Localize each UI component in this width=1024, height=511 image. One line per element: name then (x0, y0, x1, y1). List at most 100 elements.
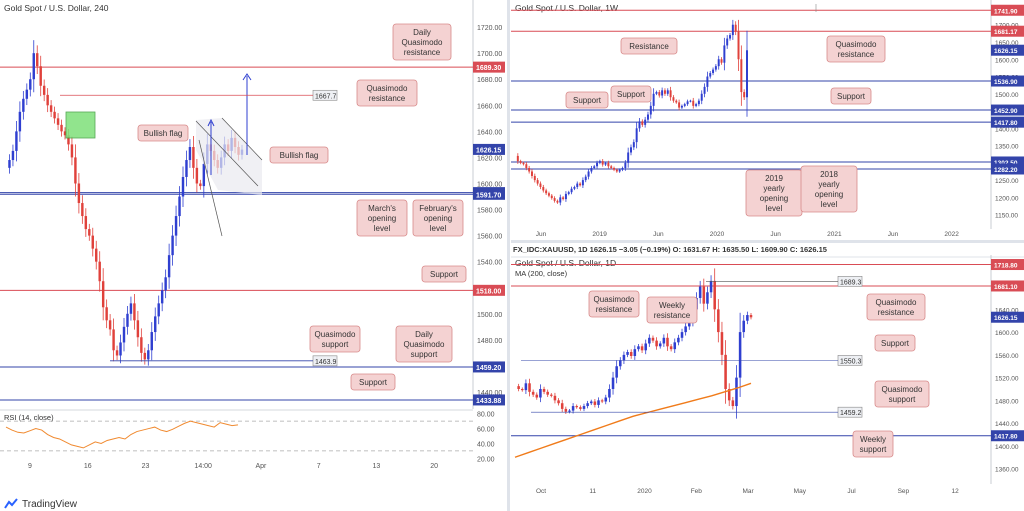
candle-body (663, 90, 666, 94)
candle-body (678, 102, 681, 108)
candle-body (199, 183, 202, 187)
price-tag: 1452.90 (994, 108, 1018, 115)
y-tick-label: 1560.00 (477, 234, 502, 241)
candle-body (562, 197, 565, 200)
x-tick-label: 2020 (637, 488, 652, 495)
candle-body (22, 98, 25, 112)
callout-weekly-support-b: Support (617, 90, 646, 99)
candle-body (533, 175, 536, 181)
candle-body (181, 176, 185, 197)
chart-weekly-svg[interactable]: 1700.001650.001600.001550.001500.001450.… (511, 0, 1024, 240)
candle-body (147, 350, 150, 360)
chart-daily-svg[interactable]: FX_IDC:XAUUSD, 1D 1626.15 −3.05 (−0.19%)… (511, 243, 1024, 500)
candle-body (655, 92, 658, 94)
candle-body (539, 388, 542, 398)
y-tick-label: 1150.00 (995, 213, 1018, 220)
candle-body (644, 119, 647, 125)
candle-body (607, 162, 610, 167)
y-tick-label: 1250.00 (995, 178, 1019, 185)
candle-body (692, 100, 695, 106)
candle-body (550, 195, 553, 199)
candle-body (644, 343, 647, 351)
candle-body (626, 352, 629, 355)
candle-body (556, 200, 559, 203)
candle-body (615, 169, 618, 172)
chart-title: Gold Spot / U.S. Dollar, 240 (4, 3, 109, 13)
price-tag: 1681.10 (994, 284, 1018, 291)
x-tick-label: Mar (742, 488, 754, 495)
candle-body (581, 180, 584, 186)
candle-body (39, 66, 42, 86)
chart-panel-daily[interactable]: FX_IDC:XAUUSD, 1D 1626.15 −3.05 (−0.19%)… (511, 243, 1024, 500)
level-label: 1459.2 (840, 410, 862, 417)
x-tick-label: 2020 (710, 231, 725, 238)
candle-body (25, 89, 29, 99)
y-tick-label: 1580.00 (477, 208, 502, 215)
price-tag-box (991, 280, 1024, 292)
candle-body (627, 152, 630, 163)
candle-body (95, 248, 98, 262)
candle-body (157, 303, 160, 317)
symbol-header: FX_IDC:XAUUSD, 1D 1626.15 −3.05 (−0.19%)… (513, 245, 827, 254)
candle-body (528, 383, 531, 392)
candle-body (49, 105, 53, 112)
candle-body (564, 408, 568, 412)
chart-panel-weekly[interactable]: 1700.001650.001600.001550.001500.001450.… (511, 0, 1024, 240)
candle-body (587, 171, 590, 177)
chart-240-svg[interactable]: 1720.001700.001680.001660.001640.001620.… (0, 0, 505, 470)
tradingview-logo-icon (4, 498, 18, 509)
candle-body (84, 216, 88, 230)
candle-body (60, 124, 63, 132)
rsi-y-tick: 60.00 (477, 427, 495, 434)
candle-body (91, 235, 94, 249)
x-tick-label: 11 (589, 488, 596, 495)
candle-body (652, 93, 655, 106)
candle-body (734, 24, 737, 32)
candle-body (589, 401, 593, 404)
candle-body (648, 337, 651, 344)
y-tick-label: 1560.00 (995, 353, 1019, 360)
candle-body (669, 346, 673, 350)
candle-body (564, 193, 567, 200)
price-tag: 1626.15 (476, 147, 501, 154)
price-tag-box (473, 188, 505, 200)
x-tick-label: 2019 (592, 231, 607, 238)
price-tag-box (991, 156, 1024, 168)
callout-2018-yearly-opening-box (800, 165, 858, 213)
callout-support-1518-box (421, 265, 467, 283)
y-tick-label: 1620.00 (477, 155, 502, 162)
x-tick-label: 16 (84, 463, 92, 470)
tradingview-brand[interactable]: TradingView (4, 497, 77, 511)
candle-body (122, 326, 126, 343)
rsi-line (5, 420, 239, 449)
candle-body (185, 160, 188, 177)
y-tick-label: 1360.00 (995, 467, 1019, 474)
price-tag: 1626.15 (994, 315, 1018, 322)
callout-weekly-support-a: Support (573, 96, 602, 105)
candle-body (673, 342, 677, 350)
candle-body (150, 332, 153, 351)
x-tick-label: Oct (536, 488, 546, 495)
candle-body (640, 346, 644, 351)
chart-title: Gold Spot / U.S. Dollar, 1W (515, 3, 618, 13)
y-tick-label: 1700.00 (477, 51, 502, 58)
candle-body (726, 38, 729, 46)
callout-support-1433: Support (359, 378, 388, 387)
callout-weekly-support-c-box (830, 87, 872, 105)
candle-body (573, 187, 576, 189)
candle-body (29, 79, 32, 90)
candle-body (604, 162, 607, 165)
y-tick-label: 1540.00 (477, 260, 502, 267)
y-tick-label: 1440.00 (477, 390, 502, 397)
candle-body (727, 388, 731, 401)
candle-body (536, 180, 539, 184)
flag-upper-line (221, 117, 263, 161)
chart-panel-240[interactable]: 1720.00 1700.00 1680.00 1660.00 1640.00 1620.… (0, 0, 505, 470)
price-tag: 1518.00 (476, 288, 501, 295)
candle-body (56, 118, 60, 125)
bullish-flag-channel (196, 118, 262, 195)
callout-quasimodo-resistance: Quasimodo resistance (367, 84, 408, 103)
x-tick-label: 23 (142, 463, 150, 470)
candle-body (174, 216, 178, 236)
y-tick-label: 1500.00 (477, 312, 502, 319)
